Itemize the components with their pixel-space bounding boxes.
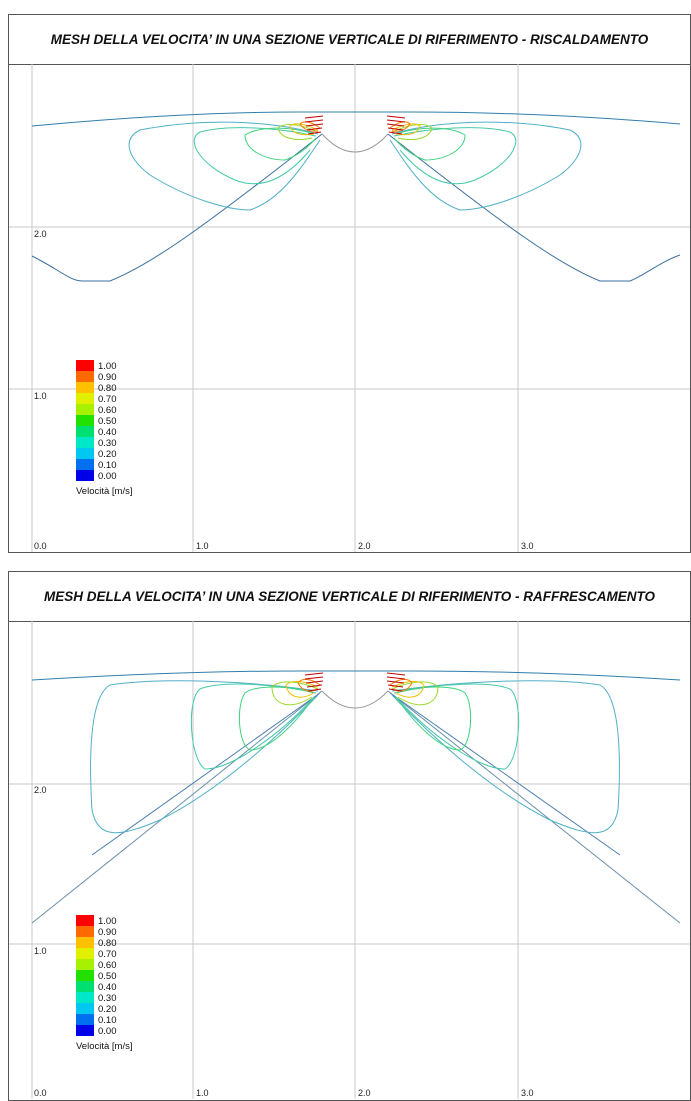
x-tick-label: 2.0 bbox=[358, 541, 371, 551]
velocity-contour-plot: 0.0 1.0 2.0 3.0 2.0 1.0 bbox=[9, 621, 690, 1099]
legend-label: 0.70 bbox=[98, 949, 117, 960]
x-tick-label: 2.0 bbox=[358, 1088, 371, 1098]
x-tick-label: 0.0 bbox=[34, 1088, 47, 1098]
contour-0-20 bbox=[90, 680, 319, 834]
legend-label: 0.40 bbox=[98, 427, 117, 438]
contour-0-40 bbox=[395, 686, 472, 751]
grid bbox=[9, 64, 690, 552]
legend-label: 0.60 bbox=[98, 405, 117, 416]
legend-label: 0.70 bbox=[98, 394, 117, 405]
legend-label: 0.00 bbox=[98, 1026, 117, 1037]
contour-0-10 bbox=[31, 133, 323, 282]
contour-0-30 bbox=[393, 683, 520, 770]
ceiling-line bbox=[31, 111, 681, 127]
jet-right bbox=[386, 115, 433, 141]
legend-swatch bbox=[76, 937, 94, 948]
contour-0-20 bbox=[128, 121, 321, 211]
legend-swatch bbox=[76, 360, 94, 371]
ceiling-line bbox=[31, 670, 681, 681]
legend-swatch bbox=[76, 1014, 94, 1025]
jet-left bbox=[277, 115, 324, 141]
y-tick-label: 1.0 bbox=[34, 946, 47, 956]
jet-left bbox=[271, 672, 324, 706]
contour-0-20 bbox=[391, 680, 620, 834]
legend-label: 0.50 bbox=[98, 416, 117, 427]
legend-swatch bbox=[76, 959, 94, 970]
legend-label: 0.90 bbox=[98, 372, 117, 383]
contour-0-10 bbox=[91, 692, 321, 856]
contour-0-10 bbox=[387, 133, 681, 282]
x-tick-label: 1.0 bbox=[196, 1088, 209, 1098]
legend-label: 0.80 bbox=[98, 938, 117, 949]
panel-riscaldamento: MESH DELLA VELOCITA’ IN UNA SEZIONE VERT… bbox=[8, 14, 691, 553]
legend-swatch bbox=[76, 382, 94, 393]
legend-label: 0.10 bbox=[98, 460, 117, 471]
contour-0-05 bbox=[31, 690, 323, 924]
legend-swatch bbox=[76, 371, 94, 382]
contour-0-40 bbox=[238, 686, 315, 751]
legend-swatch bbox=[76, 459, 94, 470]
legend-label: 0.30 bbox=[98, 438, 117, 449]
legend-swatch bbox=[76, 970, 94, 981]
legend-swatch bbox=[76, 948, 94, 959]
color-legend: 1.00 0.90 0.80 0.70 0.60 0.50 0.40 0.30 … bbox=[76, 915, 133, 1052]
legend-swatch bbox=[76, 404, 94, 415]
title-divider bbox=[9, 621, 690, 622]
panel-frame: MESH DELLA VELOCITA’ IN UNA SEZIONE VERT… bbox=[8, 14, 691, 553]
panel-raffrescamento: MESH DELLA VELOCITA’ IN UNA SEZIONE VERT… bbox=[0, 555, 691, 1101]
legend-swatch bbox=[76, 1003, 94, 1014]
legend-label: 0.10 bbox=[98, 1015, 117, 1026]
legend-swatch bbox=[76, 915, 94, 926]
x-tick-label: 0.0 bbox=[34, 541, 47, 551]
panel-title: MESH DELLA VELOCITA’ IN UNA SEZIONE VERT… bbox=[43, 589, 656, 604]
contour-0-40 bbox=[393, 127, 466, 161]
x-tick-label: 3.0 bbox=[521, 1088, 534, 1098]
grid bbox=[9, 621, 690, 1099]
legend-title: Velocità [m/s] bbox=[76, 486, 133, 497]
legend-title: Velocità [m/s] bbox=[76, 1041, 133, 1052]
panel-title: MESH DELLA VELOCITA’ IN UNA SEZIONE VERT… bbox=[50, 32, 649, 47]
contour-0-30 bbox=[393, 127, 517, 185]
jet-right bbox=[386, 672, 439, 706]
legend-label: 1.00 bbox=[98, 361, 117, 372]
legend-label: 0.20 bbox=[98, 449, 117, 460]
diffuser-outline bbox=[321, 133, 389, 153]
legend-label: 1.00 bbox=[98, 916, 117, 927]
contour-0-30 bbox=[193, 127, 317, 185]
x-tick-label: 3.0 bbox=[521, 541, 534, 551]
legend-swatch bbox=[76, 470, 94, 481]
legend-swatch bbox=[76, 437, 94, 448]
legend-label: 0.00 bbox=[98, 471, 117, 482]
legend-label: 0.20 bbox=[98, 1004, 117, 1015]
contour-0-10 bbox=[389, 692, 621, 856]
legend-swatch bbox=[76, 1025, 94, 1036]
legend-swatch bbox=[76, 415, 94, 426]
legend-label: 0.40 bbox=[98, 982, 117, 993]
legend-label: 0.30 bbox=[98, 993, 117, 1004]
color-legend: 1.00 0.90 0.80 0.70 0.60 0.50 0.40 0.30 … bbox=[76, 360, 133, 497]
legend-swatch bbox=[76, 992, 94, 1003]
legend-swatch bbox=[76, 981, 94, 992]
diffuser-outline bbox=[321, 690, 389, 709]
legend-label: 0.50 bbox=[98, 971, 117, 982]
legend-label: 0.80 bbox=[98, 383, 117, 394]
contour-0-40 bbox=[244, 127, 317, 161]
legend-swatch bbox=[76, 426, 94, 437]
panel-frame: MESH DELLA VELOCITA’ IN UNA SEZIONE VERT… bbox=[8, 571, 691, 1101]
legend-swatch bbox=[76, 926, 94, 937]
contour-0-30 bbox=[190, 683, 317, 770]
legend-swatch bbox=[76, 448, 94, 459]
legend-swatch bbox=[76, 393, 94, 404]
x-tick-label: 1.0 bbox=[196, 541, 209, 551]
title-divider bbox=[9, 64, 690, 65]
contour-0-20 bbox=[389, 121, 582, 211]
y-tick-label: 1.0 bbox=[34, 391, 47, 401]
y-tick-label: 2.0 bbox=[34, 785, 47, 795]
legend-label: 0.90 bbox=[98, 927, 117, 938]
contour-0-05 bbox=[387, 690, 681, 924]
y-tick-label: 2.0 bbox=[34, 229, 47, 239]
legend-label: 0.60 bbox=[98, 960, 117, 971]
velocity-contour-plot: 0.0 1.0 2.0 3.0 2.0 1.0 bbox=[9, 64, 690, 552]
